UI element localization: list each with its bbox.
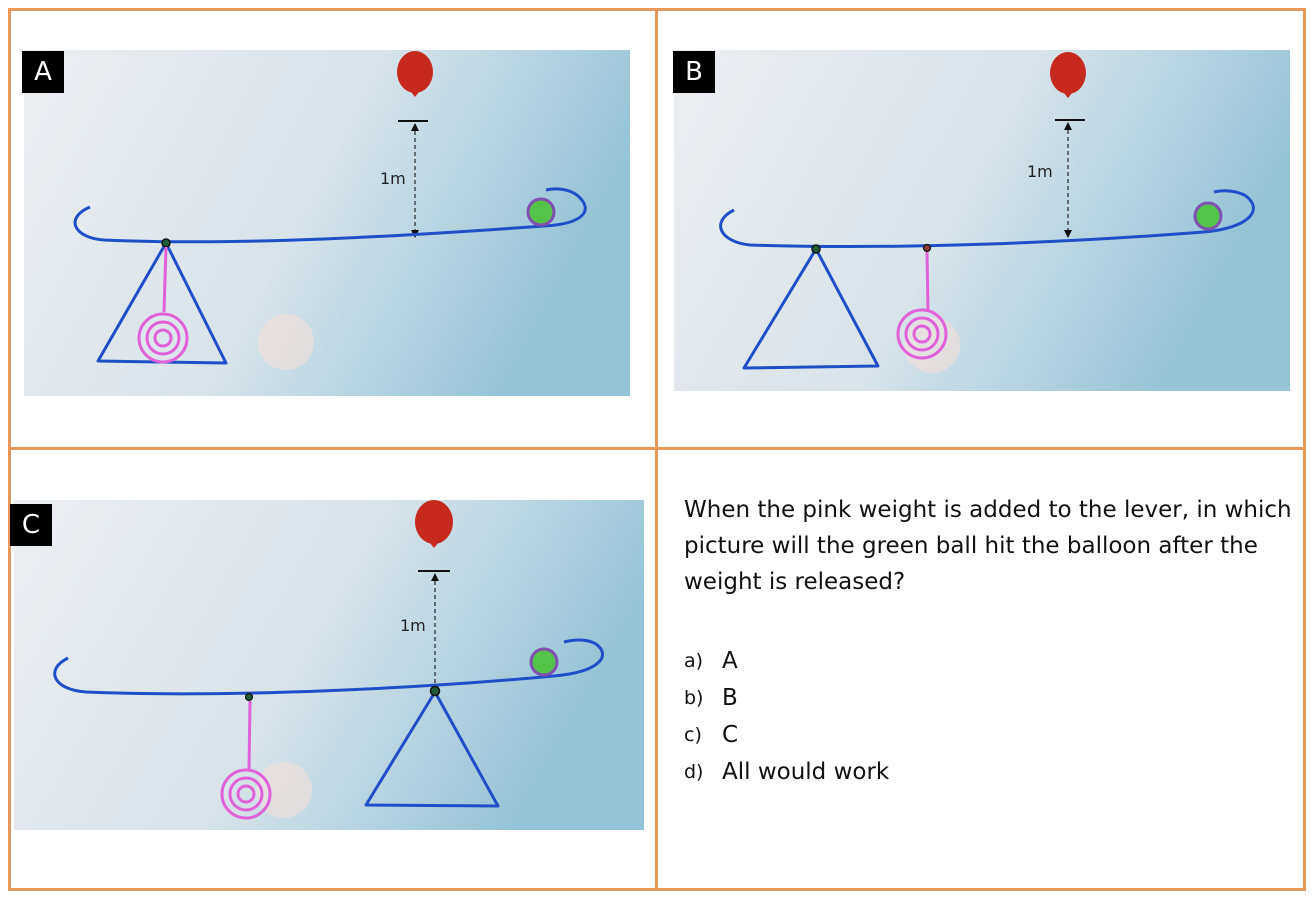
pivot <box>161 238 171 248</box>
panel-label-a: A <box>22 51 64 93</box>
sky-background <box>674 50 1290 391</box>
distance-marker: 1m <box>380 120 428 238</box>
pink-weight <box>896 251 948 360</box>
distance-marker: 1m <box>400 570 450 692</box>
distance-label: 1m <box>380 169 406 188</box>
balloon <box>1050 52 1086 98</box>
lever <box>73 187 587 244</box>
weight-hook <box>244 692 254 702</box>
option-letter: d) <box>684 760 704 783</box>
option-text: C <box>722 721 739 748</box>
panel-label-c: C <box>10 504 52 546</box>
fulcrum <box>364 690 500 808</box>
question-text: When the pink weight is added to the lev… <box>684 497 1292 595</box>
option-text: All would work <box>722 758 890 785</box>
grid-border-center <box>655 8 658 891</box>
pivot <box>429 685 441 697</box>
option-text: A <box>722 647 738 674</box>
panel-c: 1m <box>14 500 644 830</box>
option-b[interactable]: b) B <box>684 679 889 716</box>
option-letter: c) <box>684 723 702 746</box>
grid-border-right <box>1303 8 1306 891</box>
option-letter: a) <box>684 649 704 672</box>
weight-hook <box>922 243 932 253</box>
option-c[interactable]: c) C <box>684 716 889 753</box>
panel-label-b: B <box>673 51 715 93</box>
answer-options: a) A b) B c) C d) All would work <box>684 642 889 790</box>
panel-b: 1m <box>674 50 1290 391</box>
lever <box>53 638 604 696</box>
sky-background <box>24 50 630 396</box>
option-a[interactable]: a) A <box>684 642 889 679</box>
balloon <box>397 51 433 97</box>
distance-marker: 1m <box>1027 119 1085 238</box>
pivot <box>811 244 821 254</box>
balloon <box>415 500 453 548</box>
lever <box>719 189 1255 249</box>
pink-weight <box>220 700 272 820</box>
option-text: B <box>722 684 738 711</box>
green-ball <box>526 197 556 227</box>
green-ball <box>529 647 559 677</box>
option-d[interactable]: d) All would work <box>684 753 889 790</box>
distance-label: 1m <box>1027 162 1053 181</box>
pink-weight <box>137 246 189 364</box>
grid-border-left <box>8 8 11 891</box>
distance-label: 1m <box>400 616 426 635</box>
option-letter: b) <box>684 686 704 709</box>
green-ball <box>1193 201 1223 231</box>
panel-a: 1m <box>24 50 630 396</box>
fulcrum <box>742 247 880 370</box>
